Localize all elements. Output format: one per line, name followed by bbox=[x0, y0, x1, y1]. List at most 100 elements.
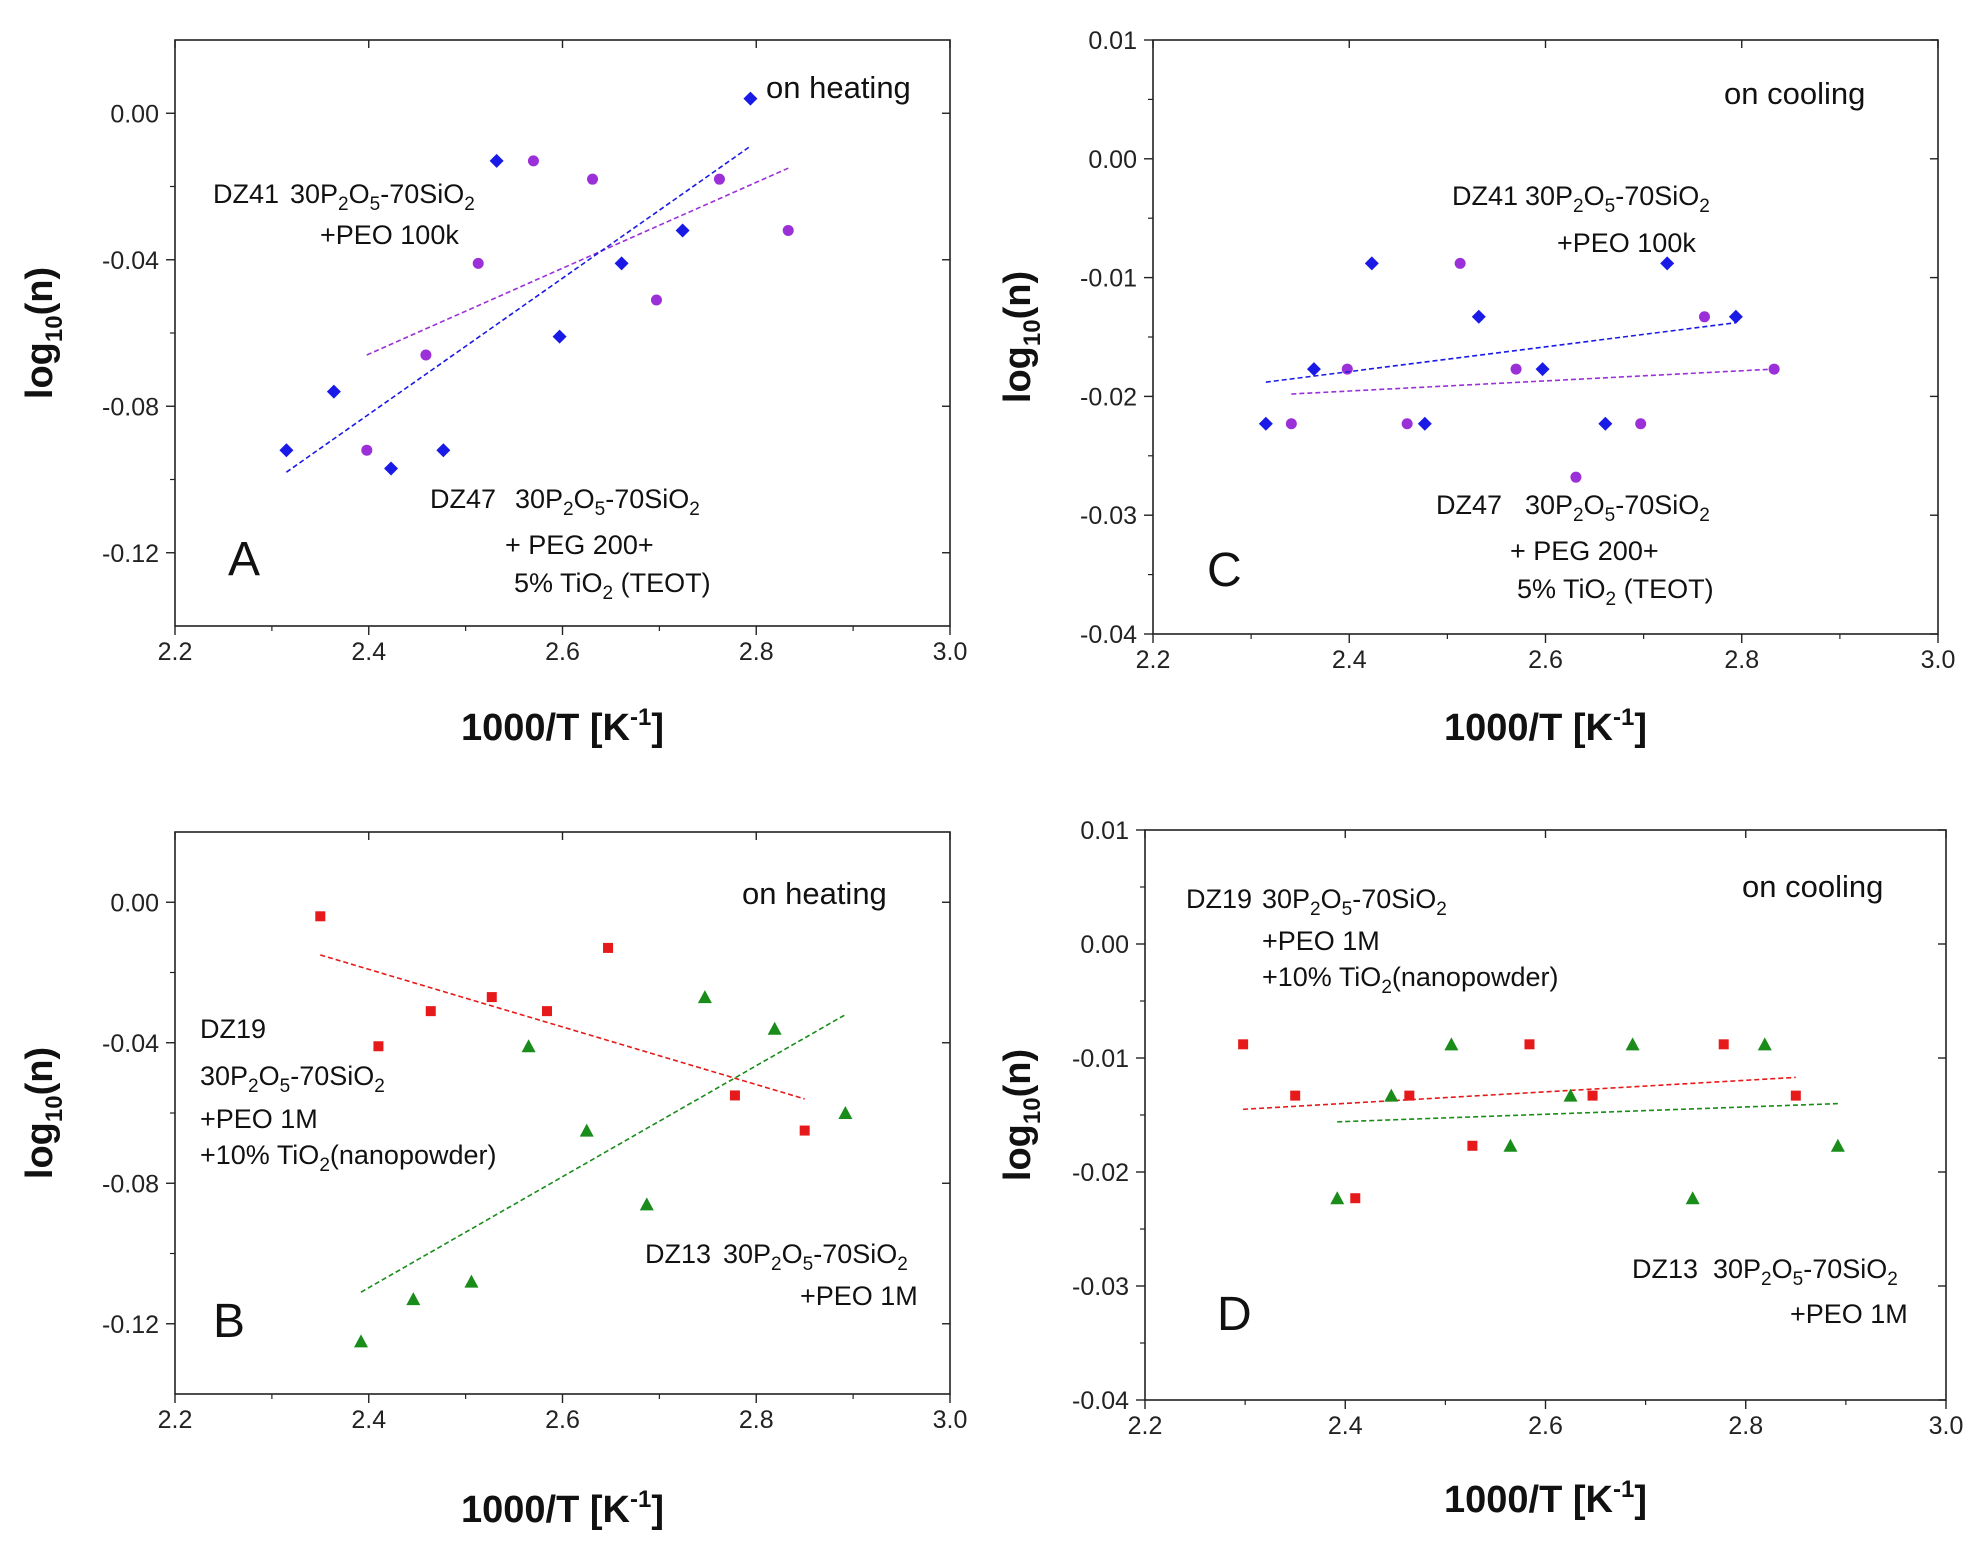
series-label: DZ13 bbox=[1632, 1254, 1698, 1284]
data-point bbox=[1510, 363, 1522, 375]
composition-extra: +10% TiO2(nanopowder) bbox=[200, 1140, 497, 1176]
mode-label: on heating bbox=[766, 70, 911, 105]
composition-extra: + PEG 200+ bbox=[505, 530, 654, 560]
data-point bbox=[1718, 1039, 1729, 1050]
data-point bbox=[713, 173, 725, 185]
x-tick-label: 2.8 bbox=[1728, 1412, 1763, 1440]
data-point bbox=[603, 942, 614, 953]
data-point bbox=[799, 1125, 810, 1136]
data-point bbox=[675, 223, 690, 238]
data-point bbox=[743, 91, 758, 106]
data-point bbox=[1587, 1090, 1598, 1101]
data-point bbox=[436, 443, 451, 458]
composition-label: 30P2O5-70SiO2 bbox=[1525, 181, 1710, 217]
y-tick-label: -0.02 bbox=[1080, 383, 1137, 411]
data-point bbox=[1404, 1090, 1415, 1101]
mode-label: on cooling bbox=[1742, 869, 1883, 904]
y-axis-title: log10(n) bbox=[997, 271, 1046, 403]
data-point bbox=[650, 294, 662, 306]
fit-line bbox=[285, 145, 751, 473]
data-point bbox=[1401, 418, 1413, 430]
y-tick-label: -0.08 bbox=[102, 1170, 159, 1198]
x-tick-label: 2.4 bbox=[1328, 1412, 1363, 1440]
data-point bbox=[406, 1292, 421, 1306]
data-point bbox=[1524, 1039, 1535, 1050]
data-point bbox=[1698, 311, 1710, 323]
data-point bbox=[1570, 471, 1582, 483]
data-point bbox=[1454, 257, 1466, 269]
data-point bbox=[1467, 1140, 1478, 1151]
data-point bbox=[1285, 418, 1297, 430]
y-axis-title: log10(n) bbox=[19, 1047, 68, 1179]
data-point bbox=[1341, 363, 1353, 375]
composition-extra: 5% TiO2 (TEOT) bbox=[514, 568, 711, 604]
data-point bbox=[1471, 309, 1486, 324]
composition-label: 30P2O5-70SiO2 bbox=[290, 179, 475, 215]
data-point bbox=[1598, 416, 1613, 431]
fit-line bbox=[1291, 368, 1775, 395]
data-point bbox=[1238, 1039, 1249, 1050]
data-point bbox=[1350, 1193, 1361, 1204]
panel-letter: C bbox=[1207, 544, 1242, 597]
data-point bbox=[542, 1006, 552, 1017]
data-point bbox=[489, 153, 504, 168]
y-tick-label: 0.00 bbox=[1080, 931, 1129, 959]
y-tick-label: -0.01 bbox=[1080, 265, 1137, 293]
composition-extra: +PEO 1M bbox=[1262, 926, 1380, 956]
x-tick-label: 3.0 bbox=[933, 638, 968, 666]
composition-label: 30P2O5-70SiO2 bbox=[1713, 1254, 1898, 1290]
composition-extra: +PEO 1M bbox=[800, 1281, 918, 1311]
mode-label: on heating bbox=[742, 876, 887, 911]
data-point bbox=[1563, 1088, 1578, 1102]
y-tick-label: 0.00 bbox=[110, 100, 159, 128]
x-tick-label: 2.2 bbox=[158, 638, 193, 666]
x-tick-label: 2.6 bbox=[1528, 1412, 1563, 1440]
data-point bbox=[1384, 1088, 1399, 1102]
x-tick-label: 2.6 bbox=[1528, 646, 1563, 674]
x-tick-label: 2.2 bbox=[158, 1406, 193, 1434]
y-tick-label: -0.04 bbox=[102, 247, 159, 275]
composition-extra: +PEO 100k bbox=[1557, 228, 1696, 258]
data-point bbox=[1258, 416, 1273, 431]
panel-letter: A bbox=[228, 533, 260, 586]
data-point bbox=[384, 461, 399, 476]
y-tick-label: 0.01 bbox=[1080, 817, 1129, 845]
series-label: DZ41 bbox=[213, 179, 279, 209]
fit-line bbox=[1265, 321, 1736, 383]
composition-label: 30P2O5-70SiO2 bbox=[200, 1061, 385, 1097]
x-tick-label: 2.4 bbox=[351, 638, 386, 666]
series-label: DZ19 bbox=[1186, 884, 1252, 914]
series-label: DZ47 bbox=[1436, 490, 1502, 520]
composition-extra: 5% TiO2 (TEOT) bbox=[1517, 574, 1714, 610]
series-dz41: DZ41 30P2O5-70SiO2+PEO 100k bbox=[1285, 181, 1780, 483]
panel-letter: B bbox=[213, 1295, 245, 1348]
data-point bbox=[464, 1274, 479, 1288]
x-axis-title: 1000/T [K-1] bbox=[461, 704, 664, 749]
data-point bbox=[425, 1006, 436, 1017]
series-label: DZ13 bbox=[645, 1239, 711, 1269]
x-tick-label: 2.2 bbox=[1128, 1412, 1163, 1440]
data-point bbox=[838, 1106, 853, 1119]
x-tick-label: 2.6 bbox=[545, 1406, 580, 1434]
data-point bbox=[729, 1090, 740, 1101]
x-tick-label: 3.0 bbox=[1921, 646, 1956, 674]
fit-line bbox=[1337, 1102, 1838, 1123]
data-point bbox=[1635, 418, 1647, 430]
series-dz13: DZ13 30P2O5-70SiO2 +PEO 1M bbox=[1330, 1037, 1908, 1329]
series-label: DZ19 bbox=[200, 1014, 266, 1044]
y-axis-title: log10(n) bbox=[997, 1049, 1046, 1181]
data-point bbox=[486, 992, 497, 1003]
x-axis-title: 1000/T [K-1] bbox=[1444, 704, 1647, 749]
data-point bbox=[279, 443, 294, 458]
composition-label: 30P2O5-70SiO2 bbox=[723, 1239, 908, 1275]
data-point bbox=[1830, 1138, 1845, 1152]
series-dz47: DZ47 30P2O5-70SiO2 + PEG 200+ 5% TiO2 (TEOT… bbox=[279, 91, 758, 604]
data-point bbox=[315, 911, 326, 922]
fit-line bbox=[366, 167, 789, 356]
series-label: DZ47 bbox=[430, 484, 496, 514]
data-point bbox=[614, 256, 629, 271]
series-dz41: DZ41 30P2O5-70SiO2+PEO 100k bbox=[213, 155, 794, 456]
x-axis-title: 1000/T [K-1] bbox=[1444, 1476, 1647, 1521]
series-dz13: DZ13 30P2O5-70SiO2 +PEO 1M bbox=[354, 990, 918, 1348]
